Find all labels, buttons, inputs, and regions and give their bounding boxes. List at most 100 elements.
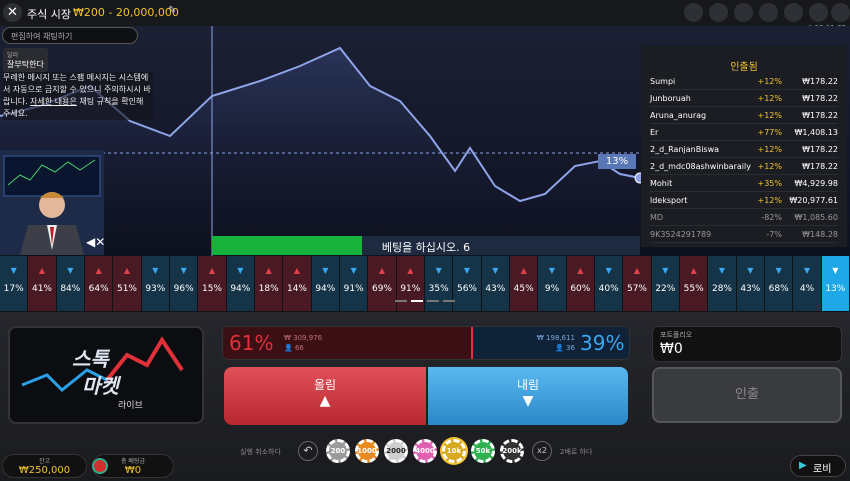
history-value: 28% bbox=[711, 284, 732, 294]
balance-value: ₩250,000 bbox=[18, 465, 71, 476]
chat-icon[interactable] bbox=[684, 3, 703, 22]
portfolio-title: 포트폴리오 bbox=[660, 331, 693, 339]
notice-text: 무례한 메시지 또는 스팸 메시지는 시스템에서 자동으로 금지할 수 있으니 … bbox=[3, 73, 151, 106]
cashout-title: 인출됨 bbox=[730, 62, 758, 73]
history-arrow: ▼ bbox=[322, 266, 329, 275]
cashout-button[interactable]: 인출 bbox=[652, 367, 842, 423]
fullscreen-icon[interactable] bbox=[831, 3, 850, 22]
history-item: ▼ 4% bbox=[793, 256, 821, 311]
history-arrow: ▼ bbox=[803, 266, 811, 275]
down-players-count: 36 bbox=[566, 344, 575, 352]
history-value: 91% bbox=[400, 284, 421, 294]
history-value: 14% bbox=[286, 284, 307, 294]
history-value: 43% bbox=[485, 284, 506, 294]
chip[interactable]: 2000 bbox=[384, 439, 408, 463]
undo-button[interactable]: ↶ bbox=[298, 441, 318, 461]
history-value: 9% bbox=[544, 284, 560, 294]
cashout-row: Junboruah +12% ₩178.22 bbox=[650, 90, 838, 107]
chip[interactable]: 200 bbox=[326, 439, 350, 463]
bet-limits: ₩200 - 20,000,000 bbox=[73, 6, 179, 19]
history-item: ▲ 69% bbox=[368, 256, 396, 311]
history-arrow: ▼ bbox=[492, 266, 499, 275]
cashout-row: 2_d_mdc08ashwinbaraily +12% ₩178.22 bbox=[650, 158, 838, 175]
player-gain: +12% bbox=[757, 110, 782, 120]
history-value: 68% bbox=[768, 284, 789, 294]
close-button[interactable]: ✕ bbox=[3, 3, 22, 22]
history-value: 17% bbox=[3, 284, 24, 294]
down-share bbox=[473, 327, 629, 359]
history-strip: ▼ 17% ▲ 41% ▼ 84% ▲ 64% ▲ 51% ▼ 93% ▼ 96% ▲ 15% ▼ 94% ▲ 18%… bbox=[0, 256, 850, 312]
history-item: ▼ 40% bbox=[595, 256, 623, 311]
chip[interactable]: 4000 bbox=[413, 439, 437, 463]
history-arrow: ▲ bbox=[123, 266, 131, 275]
history-arrow: ▼ bbox=[237, 266, 244, 275]
chip[interactable]: 50k bbox=[471, 439, 495, 463]
betting-status: 베팅을 하십시오. 6 bbox=[381, 241, 471, 254]
player-gain: +12% bbox=[757, 161, 782, 171]
balance: 잔고 ₩250,000 bbox=[2, 454, 87, 478]
chip[interactable]: 10k bbox=[442, 439, 466, 463]
history-item: ▲ 45% bbox=[510, 256, 538, 311]
settings-icon[interactable] bbox=[734, 3, 753, 22]
player-gain: -82% bbox=[761, 212, 782, 222]
history-item: ▲ 14% bbox=[283, 256, 311, 311]
history-icon[interactable] bbox=[759, 3, 778, 22]
cashout-row: Er +77% ₩1,408.13 bbox=[650, 124, 838, 141]
history-item: ▲ 41% bbox=[28, 256, 56, 311]
cashout-row: Mohit +35% ₩4,929.98 bbox=[650, 175, 838, 192]
svg-text:◀✕: ◀✕ bbox=[86, 235, 104, 249]
player-name: Er bbox=[650, 127, 659, 137]
history-item: ▲ 57% bbox=[623, 256, 651, 311]
history-arrow: ▼ bbox=[548, 266, 556, 275]
support-icon[interactable] bbox=[809, 3, 828, 22]
history-item: ▲ 15% bbox=[198, 256, 226, 311]
player-payout: ₩4,929.98 bbox=[794, 178, 838, 188]
history-value: 40% bbox=[598, 284, 619, 294]
notice-link[interactable]: 자세한 내용은 bbox=[30, 97, 77, 106]
history-arrow: ▲ bbox=[407, 266, 414, 275]
pin-icon[interactable]: ✎ bbox=[168, 5, 177, 16]
chip[interactable]: 1000 bbox=[355, 439, 379, 463]
double-button[interactable]: x2 bbox=[532, 441, 552, 461]
down-players: 👤 36 bbox=[555, 344, 575, 352]
help-icon[interactable] bbox=[784, 3, 803, 22]
lobby-button[interactable]: ▶ 로비 bbox=[790, 455, 846, 477]
player-name: 2_d_mdc08ashwinbaraily bbox=[650, 161, 751, 171]
portfolio-value: ₩0 bbox=[660, 341, 683, 357]
player-name: Mohit bbox=[650, 178, 673, 188]
chip[interactable]: 200k bbox=[500, 439, 524, 463]
up-button[interactable]: 올림 ▲ bbox=[224, 367, 426, 425]
history-item: ▲ 51% bbox=[113, 256, 141, 311]
history-item: ▼ 17% bbox=[0, 256, 28, 311]
history-arrow: ▲ bbox=[577, 266, 584, 275]
timer-fill bbox=[212, 236, 362, 255]
total-bet-value: ₩0 bbox=[124, 465, 142, 476]
dealer-text: 잘부탁한다 bbox=[7, 60, 44, 69]
portfolio-box bbox=[652, 326, 842, 362]
history-arrow: ▼ bbox=[180, 266, 187, 275]
chat-input[interactable]: 편집하여 채팅하기 bbox=[2, 27, 138, 44]
undo-label: 실행 취소하다 bbox=[240, 448, 281, 456]
player-name: 9K3524291789 bbox=[650, 229, 712, 239]
sound-icon[interactable] bbox=[709, 3, 728, 22]
player-gain: +12% bbox=[757, 93, 782, 103]
player-payout: ₩178.22 bbox=[802, 110, 838, 120]
history-arrow: ▼ bbox=[67, 266, 74, 275]
logo-box bbox=[8, 326, 204, 424]
history-arrow: ▼ bbox=[350, 266, 357, 275]
cashout-row: 2_d_RanjanBiswa +12% ₩178.22 bbox=[650, 141, 838, 158]
history-item: ▲ 18% bbox=[255, 256, 283, 311]
history-value: 43% bbox=[740, 284, 761, 294]
logo-line2: 마켓 bbox=[82, 374, 119, 398]
player-name: ldeksport bbox=[650, 195, 688, 205]
history-value: 13% bbox=[825, 284, 846, 294]
player-gain: +12% bbox=[757, 76, 782, 86]
down-button[interactable]: 내림 ▼ bbox=[428, 367, 628, 425]
player-name: Junboruah bbox=[650, 93, 691, 103]
history-item: ▲ 64% bbox=[85, 256, 113, 311]
history-item: ▲ 60% bbox=[566, 256, 594, 311]
history-value: 57% bbox=[626, 284, 647, 294]
history-item: ▼ 22% bbox=[651, 256, 679, 311]
history-arrow: ▲ bbox=[208, 266, 216, 275]
history-item: ▼ 68% bbox=[765, 256, 793, 311]
